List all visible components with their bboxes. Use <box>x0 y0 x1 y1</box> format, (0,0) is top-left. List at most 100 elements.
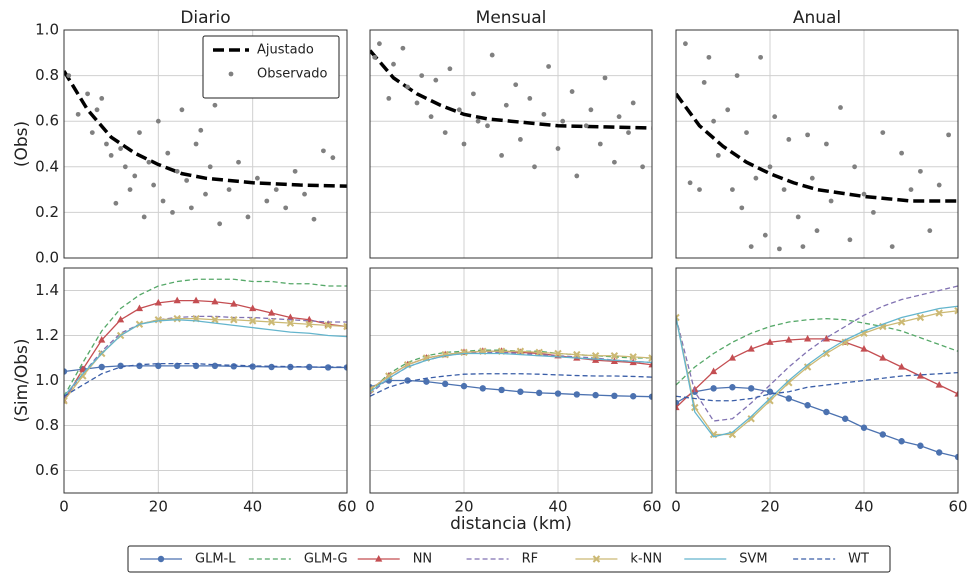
y-tick-label: 0.4 <box>35 157 59 175</box>
marker <box>286 313 294 321</box>
point <box>184 178 190 183</box>
marker <box>676 313 680 322</box>
marker <box>211 316 219 324</box>
x-tick-label: 20 <box>760 498 779 516</box>
point <box>560 118 566 124</box>
point <box>861 191 867 197</box>
marker <box>822 349 831 358</box>
marker <box>916 313 925 322</box>
marker <box>248 317 257 325</box>
legend-label: RF <box>522 552 539 567</box>
point <box>555 146 561 151</box>
point <box>377 41 382 47</box>
point <box>852 164 857 170</box>
marker <box>535 348 543 357</box>
marker <box>173 314 181 323</box>
point <box>588 107 594 113</box>
marker <box>516 347 525 355</box>
plot-area <box>64 70 347 227</box>
marker <box>479 385 486 392</box>
point <box>386 96 392 101</box>
point <box>414 100 420 106</box>
series-line <box>676 305 958 438</box>
point <box>758 54 763 60</box>
x-tick-label: 40 <box>243 498 262 516</box>
x-tick-label: 0 <box>59 498 69 516</box>
x-tick-label: 60 <box>337 498 356 516</box>
marker <box>423 378 430 385</box>
point <box>739 205 745 211</box>
point <box>640 164 645 170</box>
point <box>174 168 180 174</box>
point <box>772 114 778 120</box>
point <box>212 102 218 108</box>
marker <box>135 304 144 312</box>
axes-frame <box>369 29 653 259</box>
marker <box>748 385 755 392</box>
marker <box>230 300 238 307</box>
marker <box>64 368 68 375</box>
marker <box>305 320 313 328</box>
plot-area <box>370 41 652 179</box>
y-tick-label: 0.8 <box>35 66 59 84</box>
point <box>302 191 307 197</box>
marker <box>79 372 87 380</box>
panel: 0 20 40 60 distancia (km) <box>365 267 662 534</box>
x-tick-label: 20 <box>149 498 168 516</box>
point <box>442 130 448 136</box>
point <box>805 132 810 138</box>
marker <box>860 424 868 431</box>
marker <box>898 363 906 370</box>
point <box>485 123 490 129</box>
point <box>800 244 806 250</box>
marker <box>629 353 637 361</box>
legend-label: SVM <box>739 552 767 567</box>
point <box>311 216 317 222</box>
marker <box>592 555 601 563</box>
marker <box>728 354 736 361</box>
point <box>428 114 434 120</box>
point <box>99 96 105 101</box>
axes-frame <box>369 267 653 494</box>
marker <box>536 389 543 397</box>
point <box>871 210 876 215</box>
marker <box>766 338 774 345</box>
series-line <box>676 92 958 203</box>
legend: Ajustado Observado <box>202 35 340 99</box>
point <box>321 148 326 154</box>
marker <box>573 391 580 398</box>
marker <box>879 431 886 438</box>
point <box>471 91 476 97</box>
series-line <box>64 362 347 397</box>
marker <box>935 381 943 388</box>
point <box>503 102 509 108</box>
marker <box>268 363 275 371</box>
point <box>254 175 260 181</box>
point <box>847 237 853 243</box>
marker <box>936 449 943 456</box>
point <box>630 100 636 106</box>
marker <box>64 397 68 405</box>
marker <box>747 415 755 423</box>
point <box>725 107 731 113</box>
series-line <box>676 310 958 436</box>
marker <box>267 309 276 316</box>
point <box>433 77 439 83</box>
series-line <box>676 338 958 408</box>
y-tick-label: 1.0 <box>35 371 59 389</box>
marker <box>211 297 219 305</box>
marker <box>691 403 699 412</box>
marker <box>117 315 125 323</box>
marker <box>267 318 276 326</box>
marker <box>117 362 124 370</box>
plot-area <box>370 347 652 400</box>
point <box>899 150 904 156</box>
point <box>391 61 396 67</box>
series-line <box>64 278 347 397</box>
point <box>203 191 208 197</box>
plot-area <box>676 41 958 252</box>
point <box>762 232 768 238</box>
marker <box>249 363 256 370</box>
point <box>292 168 298 174</box>
